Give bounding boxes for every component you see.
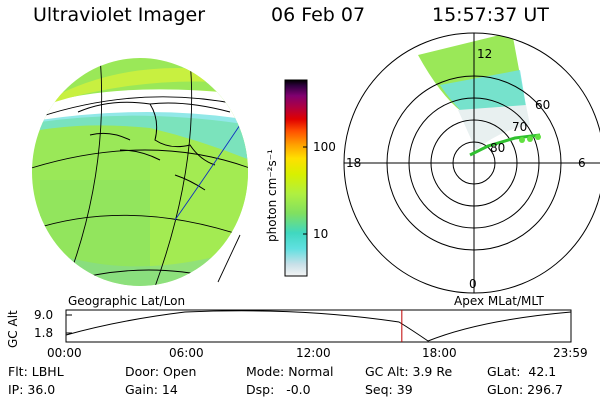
colorbar-tick-100: 100 (313, 140, 336, 154)
status-door: Door: Open (125, 364, 197, 379)
xtick-0000: 00:00 (47, 346, 82, 360)
colorbar-tick-10: 10 (313, 227, 329, 241)
altitude-ylabel: GC Alt (6, 310, 20, 348)
mlt-label-18: 18 (346, 156, 362, 170)
status-geo-longitude: GLon: 296.7 (487, 382, 563, 397)
mlt-label-6: 6 (578, 156, 586, 170)
status-filter: Flt: LBHL (8, 364, 64, 379)
status-geo-latitude: GLat: 42.1 (487, 364, 557, 379)
instrument-title: Ultraviolet Imager (33, 4, 206, 26)
polar-plot (343, 32, 600, 294)
xtick-1200: 12:00 (296, 346, 331, 360)
altitude-plot (65, 309, 572, 343)
mlat-label-60: 60 (535, 98, 551, 112)
mlt-label-12: 12 (477, 47, 493, 61)
xtick-2359: 23:59 (553, 346, 588, 360)
status-mode: Mode: Normal (246, 364, 334, 379)
altitude-ytick-9: 9.0 (34, 308, 54, 322)
status-gc-altitude: GC Alt: 3.9 Re (365, 364, 453, 379)
geographic-caption: Geographic Lat/Lon (68, 294, 186, 308)
xtick-0600: 06:00 (169, 346, 204, 360)
status-gain: Gain: 14 (125, 382, 178, 397)
apex-caption: Apex MLat/MLT (454, 294, 544, 308)
colorbar-unit-label: photon cm⁻²s⁻¹ (265, 149, 279, 242)
status-ip: IP: 36.0 (8, 382, 56, 397)
xtick-1800: 18:00 (422, 346, 457, 360)
status-sequence: Seq: 39 (365, 382, 413, 397)
mlat-label-70: 70 (512, 120, 528, 134)
mlt-label-0: 0 (469, 277, 477, 291)
time-label: 15:57:37 UT (432, 4, 549, 26)
date-label: 06 Feb 07 (271, 4, 366, 26)
altitude-ytick-1-8: 1.8 (34, 326, 54, 340)
colorbar (284, 79, 308, 277)
mlat-label-80: 80 (490, 141, 506, 155)
aurora-image-left (32, 58, 248, 286)
status-dsp: Dsp: -0.0 (246, 382, 311, 397)
